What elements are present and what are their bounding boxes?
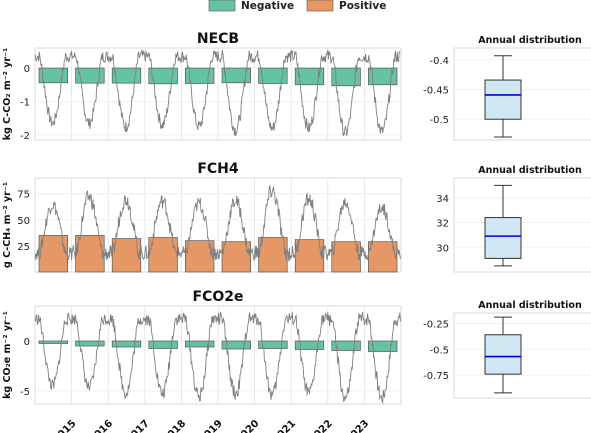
distribution-tick-label: -0.45 xyxy=(423,86,449,97)
distribution-tick-label: -0.4 xyxy=(429,56,449,67)
bar-2020 xyxy=(258,237,288,273)
distribution-tick-label: -0.5 xyxy=(429,345,449,356)
y-tick-label: 25 xyxy=(17,242,30,253)
flux-trace xyxy=(34,311,401,405)
y-tick-label: -5 xyxy=(20,387,30,398)
distribution-tick-label: 30 xyxy=(436,243,449,254)
y-tick-label: 0 xyxy=(24,337,30,348)
y-tick-label: 75 xyxy=(17,190,30,201)
annual-distribution-necb: -0.5 -0.45 -0.4 Annual distribution xyxy=(423,35,591,141)
flux-trace xyxy=(34,184,401,262)
chart-legend: Negative Positive xyxy=(208,0,386,12)
bar-2018 xyxy=(185,340,215,348)
y-tick-label: 0 xyxy=(24,64,30,75)
bar-2021 xyxy=(294,67,325,86)
x-tick-label: 2023 xyxy=(344,418,371,433)
panel-title: FCH4 xyxy=(197,161,239,177)
iqr-box xyxy=(484,79,522,120)
distribution-title: Annual distribution xyxy=(478,35,582,46)
annual-distribution-fco2e: -0.75 -0.5 -0.25 Annual distribution xyxy=(423,300,591,399)
x-tick-label: 2021 xyxy=(271,418,298,433)
x-tick-label: 2020 xyxy=(234,418,261,433)
bar-2018 xyxy=(185,67,215,84)
y-axis-label: kg C-CO₂ m⁻² yr⁻¹ xyxy=(2,48,13,141)
panel-title: FCO2e xyxy=(193,289,244,305)
bar-2023 xyxy=(368,241,398,273)
bar-2017 xyxy=(148,340,178,349)
bar-2015 xyxy=(75,340,105,347)
bar-2022 xyxy=(331,241,361,273)
x-tick-label: 2018 xyxy=(161,418,188,433)
bar-2019 xyxy=(221,241,251,273)
bar-2015 xyxy=(75,235,105,273)
bar-2014 xyxy=(38,235,68,273)
bar-2016 xyxy=(111,238,142,273)
distribution-title: Annual distribution xyxy=(478,300,582,311)
bar-2022 xyxy=(331,340,361,351)
panel-necb: -2 -1 0 NECB kg C-CO₂ m⁻² yr⁻¹ xyxy=(2,31,402,142)
distribution-title: Annual distribution xyxy=(478,165,582,176)
distribution-plot-area xyxy=(453,312,591,399)
distribution-plot-area xyxy=(453,47,591,141)
panel-fch4: 25 50 75 FCH4 g C-CH₄ m⁻² yr⁻¹ xyxy=(2,161,402,273)
distribution-tick-label: 32 xyxy=(436,219,449,230)
distribution-tick-label: -0.25 xyxy=(423,319,449,330)
y-tick-label: -2 xyxy=(20,131,30,142)
distribution-tick-label: 34 xyxy=(436,194,449,205)
bar-2022 xyxy=(331,67,361,87)
legend-swatch-0 xyxy=(208,0,236,12)
x-axis-ticks: 2015 2016 2017 2018 2019 2020 2021 2022 2023 xyxy=(51,418,371,433)
bar-2014 xyxy=(38,67,68,84)
distribution-tick-label: -0.5 xyxy=(429,115,449,126)
x-tick-label: 2019 xyxy=(197,418,224,433)
distribution-plot-area xyxy=(453,177,591,273)
legend-label-1: Positive xyxy=(339,0,386,12)
panel-fco2e: -5 0 FCO2e kg CO₂e m⁻² yr⁻¹ xyxy=(2,289,402,405)
distribution-tick-label: -0.75 xyxy=(423,371,449,382)
bar-2020 xyxy=(258,67,288,84)
bar-2016 xyxy=(111,340,142,348)
iqr-box xyxy=(484,217,522,259)
x-tick-label: 2015 xyxy=(51,418,78,433)
y-tick-label: -1 xyxy=(20,98,30,109)
bar-2017 xyxy=(148,67,178,85)
panel-title: NECB xyxy=(197,31,239,47)
bar-2019 xyxy=(221,67,251,84)
x-tick-label: 2017 xyxy=(124,418,151,433)
annual-distribution-fch4: 30 32 34 Annual distribution xyxy=(436,165,591,273)
bar-2021 xyxy=(294,340,325,350)
y-tick-label: 50 xyxy=(17,216,30,227)
bar-2019 xyxy=(221,340,251,350)
legend-label-0: Negative xyxy=(241,0,294,12)
bar-2014 xyxy=(38,340,68,344)
chart-panels: -2 -1 0 NECB kg C-CO₂ m⁻² yr⁻¹ -0.5 -0.45 -0.4 A… xyxy=(2,31,591,433)
flux-trace xyxy=(34,49,401,137)
bar-2016 xyxy=(111,67,142,84)
y-axis-label: kg CO₂e m⁻² yr⁻¹ xyxy=(2,311,13,399)
bar-2023 xyxy=(368,340,398,352)
bar-2020 xyxy=(258,340,288,349)
x-tick-label: 2022 xyxy=(307,418,334,433)
legend-swatch-1 xyxy=(306,0,334,12)
x-tick-label: 2016 xyxy=(88,418,115,433)
bar-2023 xyxy=(368,67,398,86)
iqr-box xyxy=(484,334,522,375)
y-axis-label: g C-CH₄ m⁻² yr⁻¹ xyxy=(2,182,13,268)
bar-2015 xyxy=(75,67,105,84)
